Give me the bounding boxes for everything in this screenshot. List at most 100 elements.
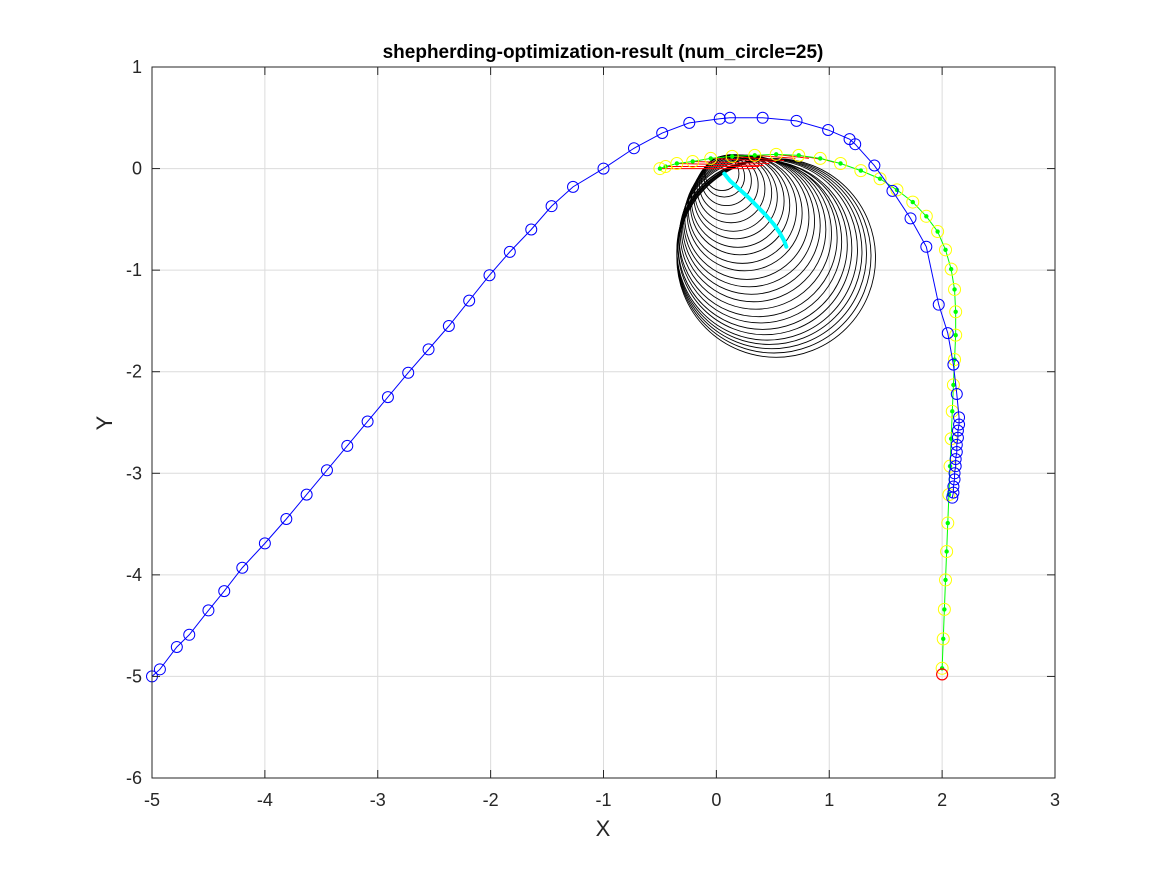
sheep-dot-marker — [796, 153, 801, 158]
link-line — [676, 162, 764, 167]
shepherd-marker — [656, 127, 669, 140]
shepherd-marker — [341, 439, 354, 452]
sheep-ring-marker — [653, 162, 667, 176]
shepherd-marker — [950, 438, 963, 451]
sheep-ring-marker — [906, 195, 920, 209]
sheep-ring-marker — [949, 305, 963, 319]
sheep-ring-marker — [792, 148, 806, 162]
circle-layer — [676, 154, 876, 358]
sheep-ring-marker — [919, 209, 933, 223]
shepherd-path-line — [151, 117, 960, 677]
center-layer — [722, 171, 789, 249]
shepherd-marker — [947, 358, 960, 371]
shepherd-marker — [951, 431, 964, 444]
sheep-dot-marker — [945, 520, 950, 526]
shepherd-marker — [822, 123, 835, 136]
goal-marker — [936, 668, 949, 681]
shepherd-marker — [950, 445, 963, 458]
sheep-path-line — [659, 153, 957, 669]
sheep-dot-marker — [924, 214, 929, 219]
shepherd-marker — [953, 411, 966, 424]
shepherd-marker — [849, 138, 862, 151]
shepherd-marker — [402, 366, 415, 379]
shepherd-marker — [183, 628, 196, 641]
shepherd-marker — [170, 640, 183, 653]
goal-layer — [936, 668, 949, 681]
chart-title: shepherding-optimization-result (num_cir… — [383, 42, 824, 63]
sheep-ring-marker — [704, 151, 718, 165]
sheep-ring-marker — [940, 544, 954, 558]
sheep-dot-marker — [950, 409, 955, 414]
y-tick-label: -6 — [126, 768, 142, 788]
shepherd-marker — [202, 604, 215, 617]
sheep-dot-marker — [953, 332, 958, 338]
center-path-line — [722, 171, 789, 249]
x-tick-label: 1 — [824, 790, 834, 810]
shepherd-marker — [218, 585, 231, 598]
x-tick-label: -5 — [144, 790, 160, 810]
x-tick-label: -4 — [257, 790, 273, 810]
x-tick-label: 2 — [937, 790, 947, 810]
sheep-ring-marker — [834, 156, 848, 170]
shepherd-marker — [723, 111, 736, 124]
shepherd-marker — [951, 424, 964, 437]
sheep-ring-marker — [937, 602, 951, 616]
shepherd-marker — [483, 269, 496, 282]
sheep-ring-marker — [686, 154, 700, 168]
shepherd-marker — [947, 486, 960, 499]
y-tick-label: -2 — [126, 362, 142, 382]
sheep-ring-marker — [948, 282, 962, 296]
shepherd-marker — [320, 464, 333, 477]
shepherd-marker — [361, 415, 374, 428]
sheep-ring-marker — [854, 164, 868, 178]
sheep-ring-marker — [942, 488, 956, 502]
shepherd-marker — [868, 159, 881, 172]
y-tick-label: -1 — [126, 260, 142, 280]
shepherd-marker — [381, 391, 394, 404]
shepherd-marker — [627, 142, 640, 155]
sheep-dot-marker — [858, 168, 864, 173]
x-tick-label: -3 — [370, 790, 386, 810]
sheep-dot-marker — [838, 161, 843, 166]
sheep-dot-marker — [943, 577, 948, 583]
sheep-dot-marker — [674, 161, 680, 166]
sheep-ring-marker — [949, 328, 963, 342]
sheep-ring-marker — [890, 183, 904, 197]
y-tick-label: -4 — [126, 565, 142, 585]
range-circle — [676, 158, 876, 358]
sheep-ring-marker — [939, 573, 953, 587]
sheep-ring-marker — [935, 661, 949, 675]
shepherd-marker — [713, 112, 726, 125]
shepherd-marker — [597, 162, 610, 175]
shepherd-marker — [683, 116, 696, 129]
shepherd-marker — [567, 180, 580, 193]
sheep-dot-marker — [729, 154, 735, 159]
sheep-dot-marker — [773, 152, 779, 157]
shepherd-marker — [941, 327, 954, 340]
sheep-dot-marker — [941, 636, 946, 642]
shepherd-marker — [280, 512, 293, 525]
sheep-ring-marker — [813, 151, 827, 165]
tick-layer: -5 -4 -3 -2 -1 0 1 2 3-6-5-4-3-2-101 — [126, 57, 1060, 810]
shepherd-marker — [904, 212, 917, 225]
shepherd-marker — [948, 467, 961, 480]
sheep-ring-marker — [944, 262, 958, 276]
shepherd-marker — [153, 663, 166, 676]
link-line — [754, 154, 796, 159]
shepherd-marker — [756, 111, 769, 124]
sheep-dot-marker — [690, 159, 695, 164]
sheep-dot-marker — [935, 229, 940, 234]
y-tick-label: 0 — [132, 159, 142, 179]
sheep-dot-marker — [752, 153, 757, 158]
shepherd-marker — [920, 240, 933, 253]
y-tick-label: -3 — [126, 463, 142, 483]
x-tick-label: -1 — [595, 790, 611, 810]
sheep-ring-marker — [946, 378, 960, 392]
sheep-dot-marker — [944, 549, 949, 554]
sheep-dot-marker — [952, 287, 957, 292]
sheep-layer — [653, 147, 963, 675]
sheep-dot-marker — [708, 156, 713, 161]
sheep-ring-marker — [748, 148, 762, 162]
sheep-dot-marker — [948, 266, 954, 272]
